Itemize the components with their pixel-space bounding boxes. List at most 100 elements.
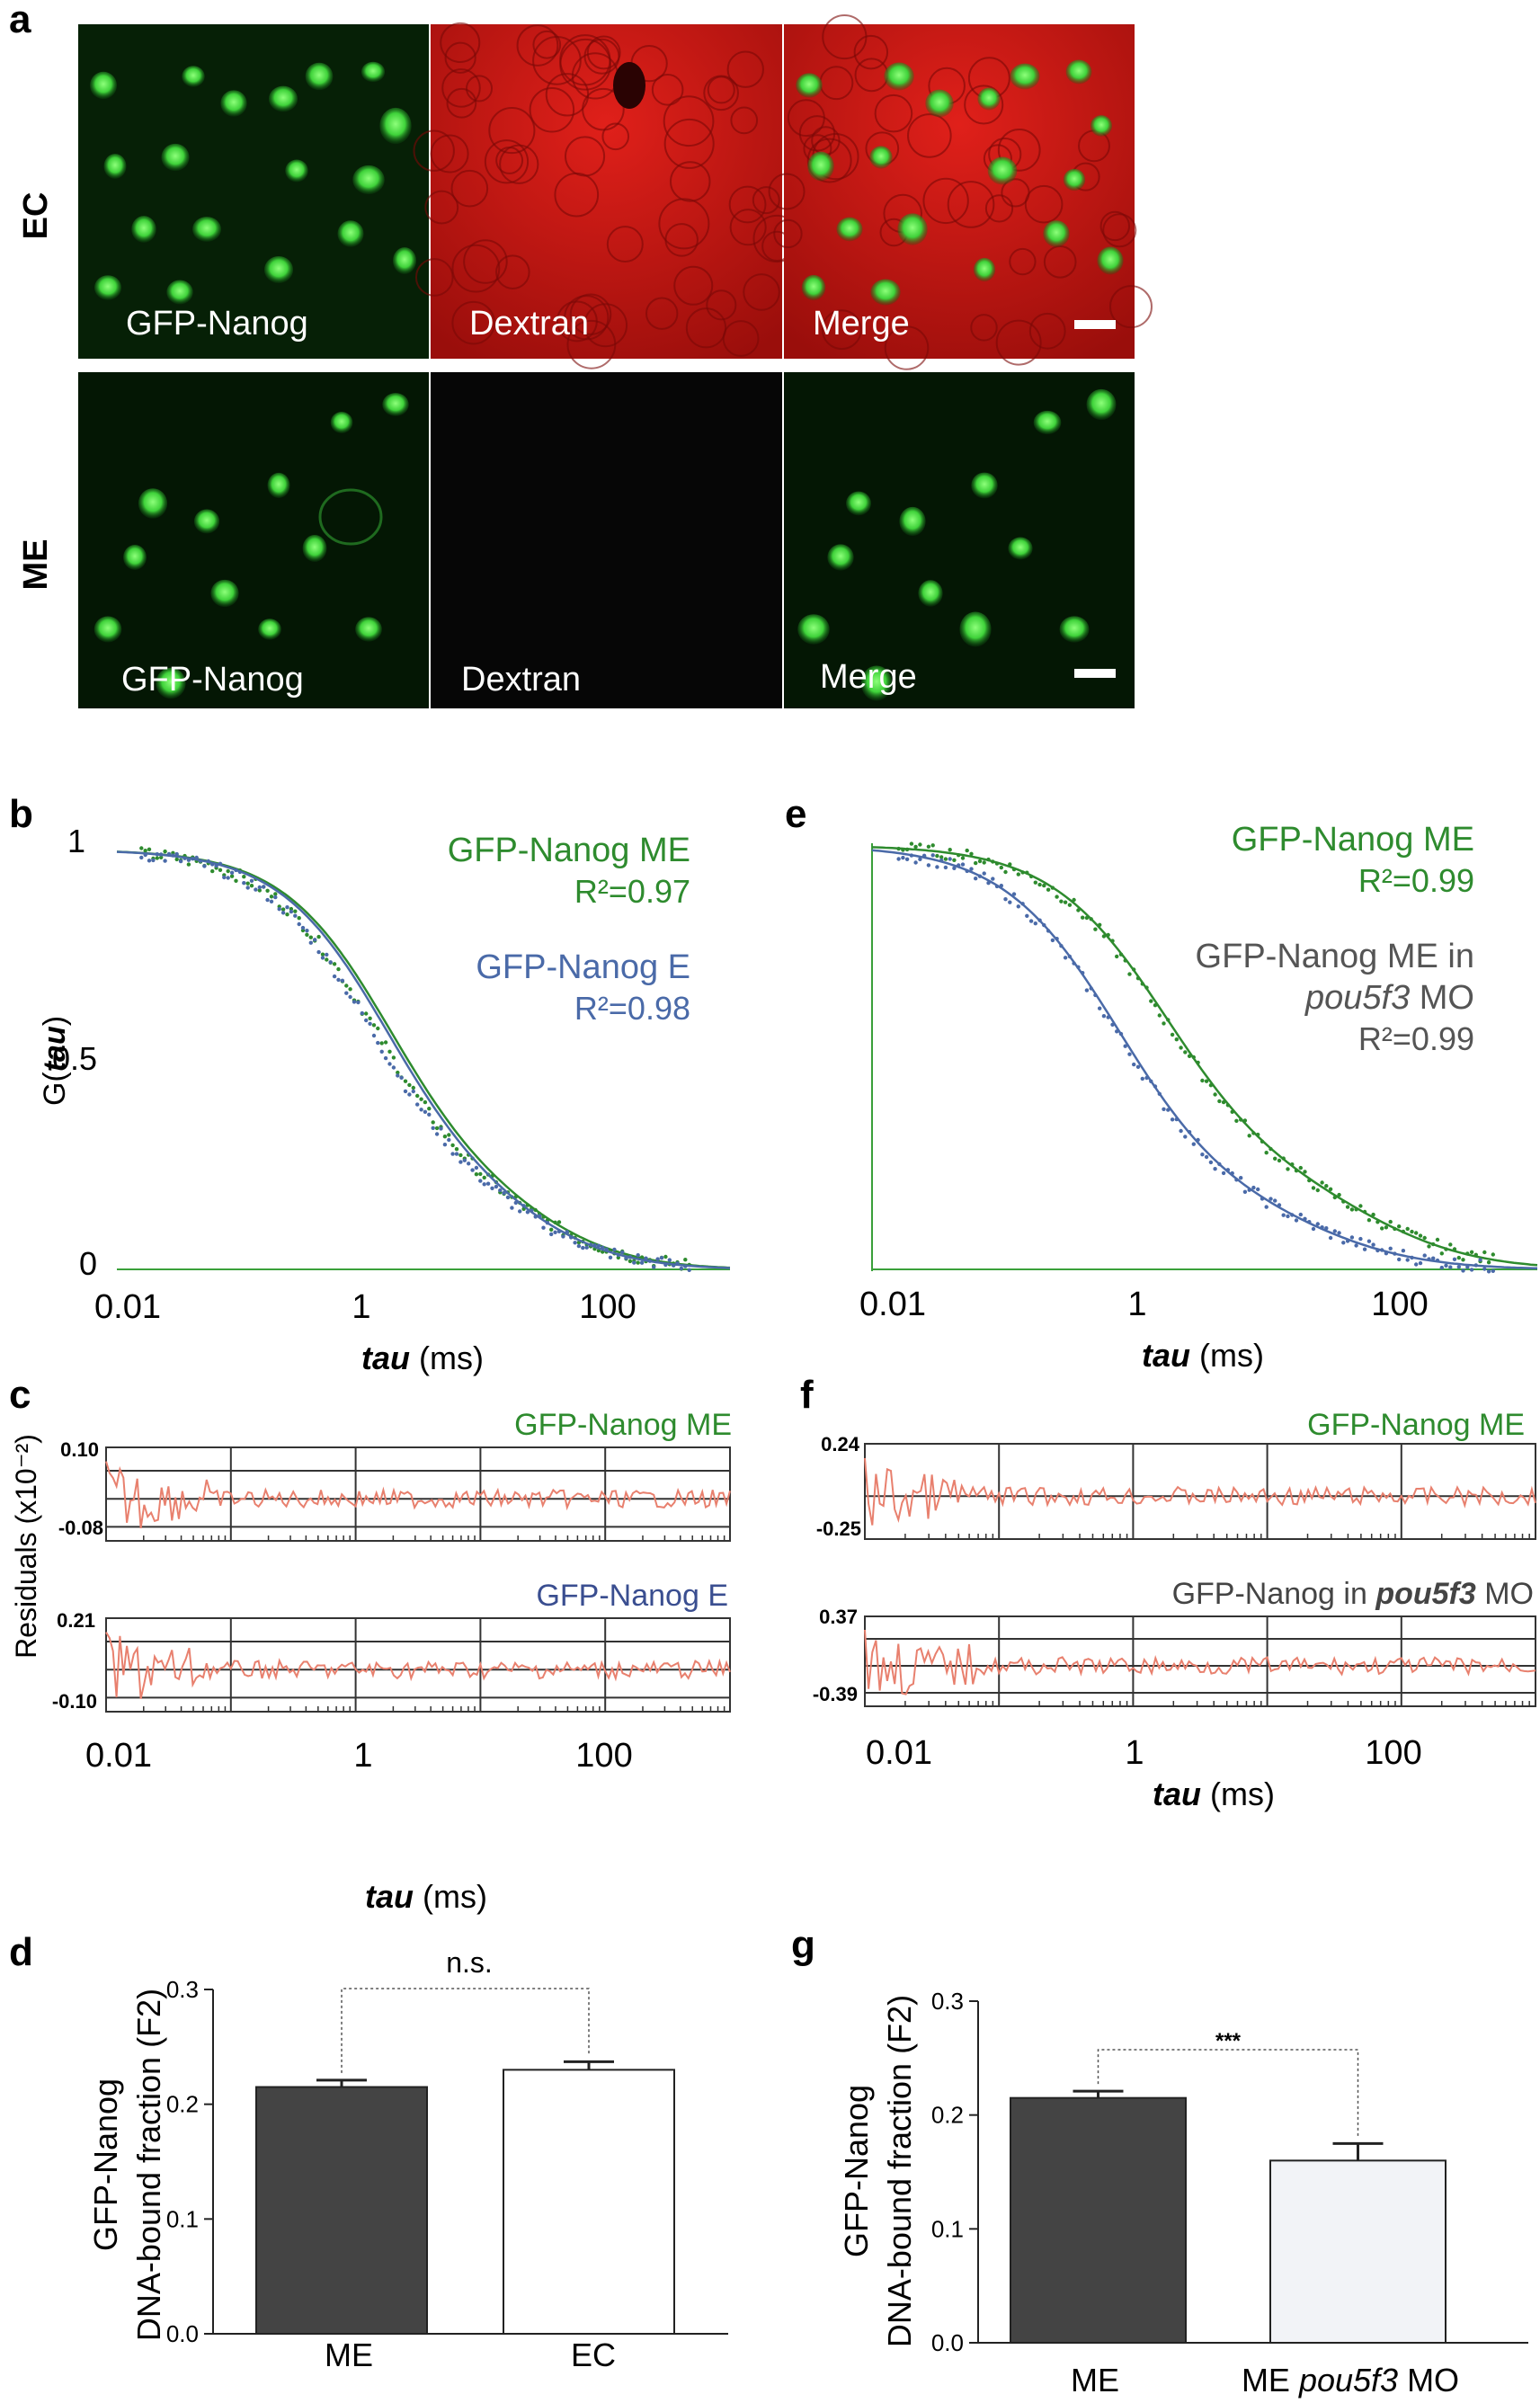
- data-point: [1380, 1248, 1384, 1252]
- data-point: [1162, 1107, 1166, 1112]
- y-tick: -0.39: [813, 1683, 858, 1705]
- data-point: [411, 1089, 415, 1094]
- data-point: [1200, 1078, 1205, 1083]
- data-point: [1132, 967, 1136, 972]
- nucleus: [1065, 59, 1092, 85]
- nucleus: [285, 159, 308, 182]
- data-point: [237, 869, 243, 875]
- data-point: [1234, 1178, 1239, 1182]
- data-point: [1354, 1207, 1358, 1212]
- fcs-curves-b: [116, 846, 731, 1273]
- data-point: [986, 881, 991, 886]
- data-point: [1486, 1260, 1491, 1265]
- data-point: [1055, 937, 1059, 941]
- data-point: [576, 1243, 582, 1249]
- data-point: [447, 1133, 451, 1137]
- x-tick: 1: [1127, 1286, 1146, 1323]
- image-label: Dextran: [461, 661, 581, 699]
- cell-outline: [768, 173, 806, 210]
- panel-letter-a: a: [9, 0, 31, 41]
- y-tick: -0.25: [816, 1517, 861, 1540]
- data-point: [442, 1135, 448, 1139]
- data-point: [1084, 988, 1090, 992]
- data-point: [896, 857, 901, 861]
- data-point: [1046, 929, 1051, 933]
- cell-outline: [582, 87, 625, 131]
- data-point: [1341, 1199, 1346, 1204]
- data-point: [628, 1259, 633, 1264]
- data-point: [262, 885, 266, 889]
- data-point: [226, 876, 230, 880]
- data-point: [474, 1165, 479, 1170]
- data-point: [1414, 1262, 1419, 1267]
- data-point: [1405, 1226, 1410, 1232]
- bar-ylabel-line1: GFP-Nanog: [87, 2078, 124, 2251]
- nucleus: [925, 89, 954, 118]
- data-point: [371, 1033, 377, 1038]
- data-point: [439, 1126, 443, 1131]
- data-point: [683, 1264, 688, 1268]
- cell-outline: [466, 75, 494, 102]
- data-point: [1362, 1247, 1367, 1251]
- nucleus: [166, 280, 193, 305]
- data-point: [1337, 1231, 1341, 1235]
- nucleus: [361, 61, 386, 83]
- data-point: [218, 861, 223, 866]
- data-point: [901, 848, 905, 852]
- data-point: [1242, 1118, 1248, 1123]
- data-point: [1469, 1268, 1474, 1272]
- data-point: [218, 868, 223, 872]
- nucleus: [210, 579, 239, 608]
- data-point: [1166, 1108, 1171, 1112]
- data-point: [1349, 1207, 1355, 1212]
- data-point: [1196, 1060, 1200, 1065]
- data-point: [383, 1055, 388, 1061]
- data-point: [1033, 880, 1038, 885]
- cell-outline: [601, 122, 630, 151]
- nucleus: [123, 545, 147, 570]
- cell-outline: [730, 106, 759, 135]
- data-point: [1011, 892, 1017, 896]
- nucleus: [392, 247, 417, 274]
- cell-outline: [450, 169, 489, 208]
- data-point: [419, 1108, 423, 1112]
- data-point: [502, 1190, 506, 1196]
- data-point: [1081, 915, 1085, 920]
- data-point: [166, 851, 172, 857]
- data-point: [1008, 900, 1012, 904]
- nucleus: [93, 616, 122, 643]
- data-point: [1166, 1018, 1171, 1022]
- residual-plot-bottom: [864, 1615, 1536, 1707]
- data-point: [896, 846, 901, 851]
- significance-bracket: [341, 1988, 590, 2073]
- data-point: [1217, 1099, 1222, 1104]
- image-ec-merge: Merge: [768, 13, 1153, 370]
- nucleus: [973, 257, 996, 282]
- y-tick: 0.5: [52, 1040, 97, 1077]
- data-point: [1093, 992, 1098, 998]
- data-point: [1191, 1055, 1197, 1060]
- data-point: [1016, 872, 1021, 877]
- data-point: [383, 1040, 388, 1045]
- data-point: [994, 861, 1000, 866]
- data-point: [1427, 1257, 1431, 1261]
- nucleus: [860, 665, 893, 701]
- data-point: [549, 1232, 554, 1237]
- data-point: [1135, 976, 1141, 981]
- data-point: [994, 884, 1000, 889]
- data-point: [1332, 1195, 1338, 1200]
- data-point: [604, 1247, 609, 1251]
- data-point: [478, 1171, 483, 1177]
- data-point: [1328, 1235, 1333, 1241]
- scale-bar: [1074, 320, 1116, 329]
- data-point: [1067, 954, 1073, 959]
- data-point: [1328, 1187, 1333, 1192]
- data-point: [396, 1073, 400, 1078]
- legend-mo-line2: pou5f3 MO: [1304, 979, 1474, 1017]
- data-point: [478, 1179, 483, 1183]
- cell-outline: [554, 172, 600, 218]
- data-point: [1307, 1178, 1312, 1183]
- data-point: [1422, 1253, 1427, 1258]
- data-point: [624, 1256, 628, 1260]
- cell-outline: [729, 209, 767, 246]
